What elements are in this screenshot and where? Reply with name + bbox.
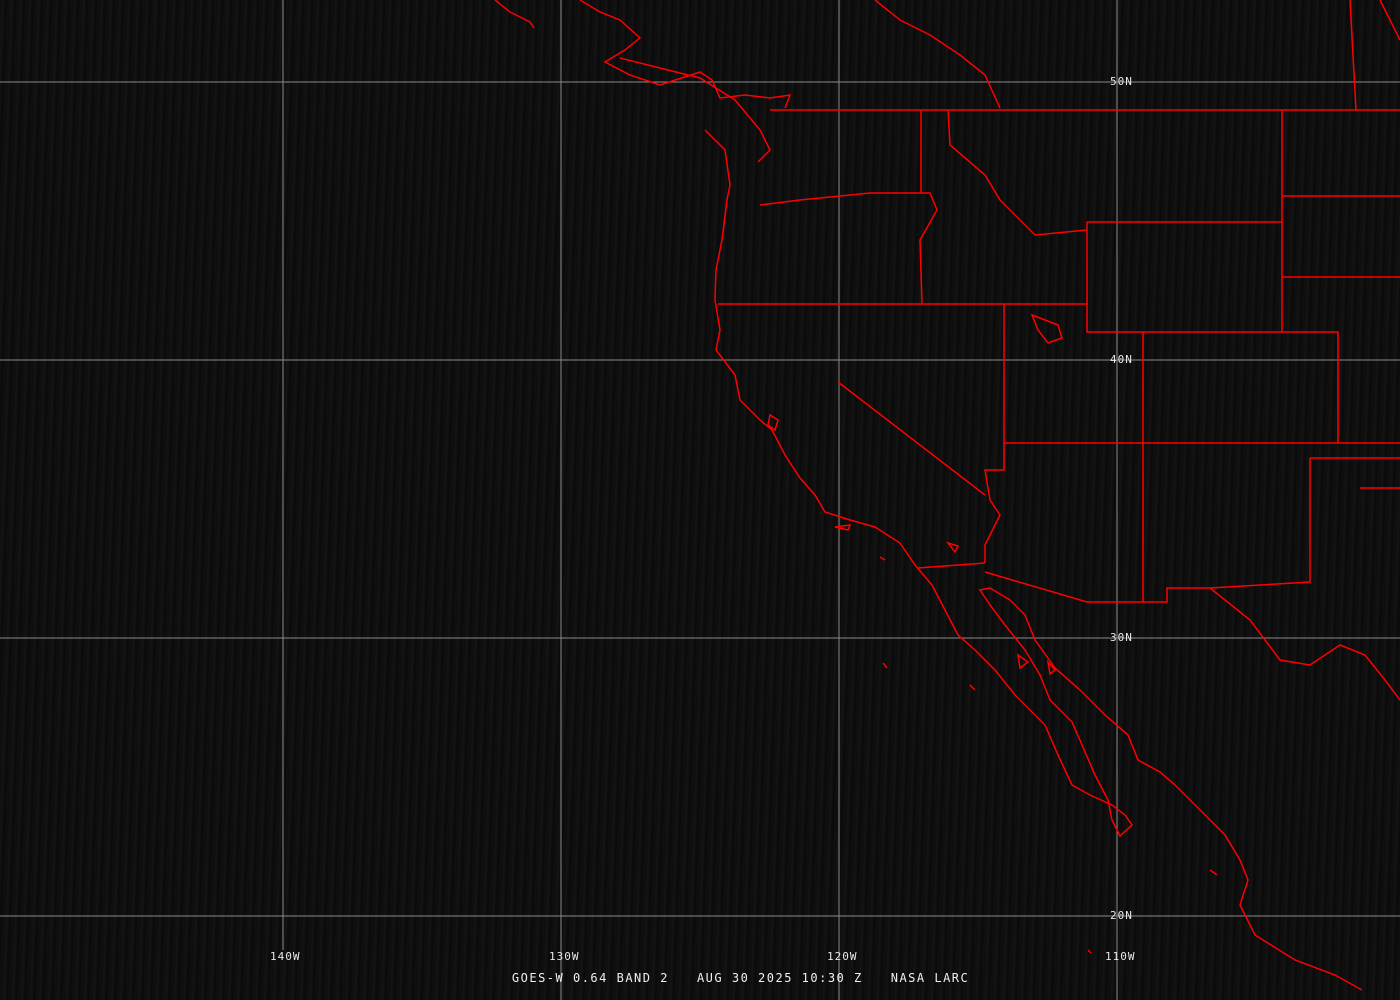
- lat-label-20n: 20N: [1110, 909, 1133, 922]
- islands: [767, 413, 1218, 954]
- lon-label-120w: 120W: [827, 950, 858, 963]
- lat-label-50n: 50N: [1110, 75, 1133, 88]
- lon-label-140w: 140W: [270, 950, 301, 963]
- great-salt-lake: [1030, 313, 1063, 344]
- pacific-coastline: [704, 129, 1363, 991]
- image-caption: GOES-W 0.64 BAND 2 AUG 30 2025 10:30 Z NAS…: [477, 957, 997, 999]
- lon-label-110w: 110W: [1105, 950, 1136, 963]
- boundaries: [494, 0, 1400, 991]
- canada-coast-north: [874, 0, 1001, 109]
- datetime-label: AUG 30 2025 10:30 Z: [696, 971, 863, 985]
- lat-label-40n: 40N: [1110, 353, 1133, 366]
- lon-label-130w: 130W: [549, 950, 580, 963]
- lat-label-30n: 30N: [1110, 631, 1133, 644]
- us-canada-border: [770, 0, 1400, 111]
- credit-label: NASA LARC: [890, 971, 970, 985]
- satellite-label: GOES-W 0.64 BAND 2: [511, 971, 669, 985]
- british-columbia-coast: [494, 0, 792, 163]
- state-borders: [718, 109, 1400, 701]
